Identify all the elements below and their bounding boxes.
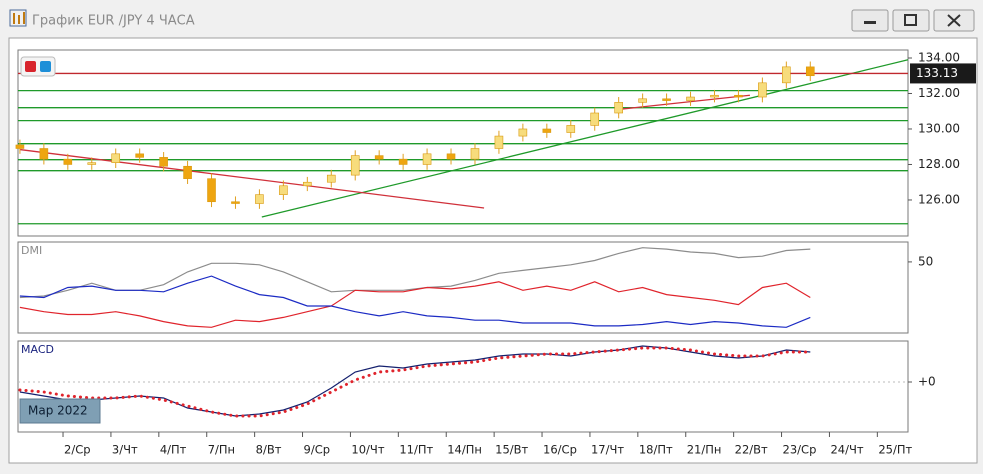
x-tick-label: 16/Ср bbox=[543, 443, 577, 457]
x-tick-label: 23/Ср bbox=[783, 443, 817, 457]
candle-body bbox=[494, 135, 504, 149]
candle-body bbox=[326, 174, 336, 183]
candle-body bbox=[159, 157, 168, 167]
trendline bbox=[19, 148, 485, 209]
y-tick-label: 128.00 bbox=[918, 157, 960, 171]
y-tick-label: 126.00 bbox=[918, 192, 960, 206]
candle-body bbox=[374, 155, 384, 160]
candle-body bbox=[303, 181, 312, 187]
candle-body bbox=[255, 194, 264, 204]
candle-body bbox=[183, 165, 192, 179]
candle-body bbox=[87, 162, 97, 165]
candle-body bbox=[350, 155, 360, 176]
x-tick-label: 25/Пт bbox=[878, 443, 912, 457]
window-title: График EUR /JPY 4 ЧАСА bbox=[32, 14, 195, 29]
candle-body bbox=[279, 185, 288, 195]
candle-body bbox=[111, 153, 121, 164]
price-tag-label: 133.13 bbox=[916, 66, 958, 80]
x-tick-label: 9/Ср bbox=[304, 443, 331, 457]
trendline bbox=[261, 59, 909, 218]
date-badge-label: Мар 2022 bbox=[28, 404, 88, 418]
dmi-panel bbox=[17, 241, 909, 334]
x-tick-label: 10/Чт bbox=[351, 443, 384, 457]
candle-body bbox=[758, 82, 767, 98]
candle-body bbox=[566, 125, 576, 133]
y-tick-label: 132.00 bbox=[918, 86, 960, 100]
candle-body bbox=[662, 98, 671, 101]
candle-body bbox=[39, 148, 49, 160]
date-badge bbox=[19, 398, 101, 424]
y-tick-label: 50 bbox=[918, 254, 933, 268]
x-tick-label: 3/Чт bbox=[112, 443, 138, 457]
plot-layer: 126.00 128.00 130.00 132.00 134.00 133.13 50 DM… bbox=[15, 50, 976, 457]
candle-body bbox=[207, 178, 216, 203]
candle-body bbox=[542, 128, 552, 133]
app-icon bbox=[9, 9, 27, 27]
minimize-button[interactable] bbox=[851, 9, 889, 32]
candle-body bbox=[734, 94, 743, 98]
candle-body bbox=[518, 128, 528, 137]
series-line bbox=[19, 281, 811, 328]
close-button[interactable] bbox=[933, 9, 975, 32]
candle-body bbox=[63, 158, 73, 165]
x-tick-label: 24/Чт bbox=[830, 443, 863, 457]
candle-body bbox=[470, 148, 480, 160]
candle-body bbox=[398, 158, 408, 165]
candle-body bbox=[422, 153, 432, 165]
x-tick-label: 21/Пн bbox=[687, 443, 722, 457]
candle-body bbox=[686, 96, 695, 101]
x-tick-label: 14/Пн bbox=[447, 443, 482, 457]
y-tick-label: +0 bbox=[918, 375, 936, 389]
candle-body bbox=[135, 153, 144, 158]
x-tick-label: 18/Пт bbox=[639, 443, 673, 457]
color-switch[interactable] bbox=[20, 56, 56, 77]
x-tick-label: 11/Пт bbox=[399, 443, 433, 457]
panel-title: MACD bbox=[21, 343, 54, 356]
candle-body bbox=[446, 153, 456, 160]
candle-body bbox=[614, 102, 623, 114]
candle-body bbox=[710, 94, 719, 98]
candle-body bbox=[805, 66, 815, 77]
x-tick-label: 22/Вт bbox=[735, 443, 768, 457]
candle-body bbox=[231, 201, 240, 204]
x-tick-label: 17/Чт bbox=[591, 443, 624, 457]
x-tick-label: 15/Вт bbox=[495, 443, 528, 457]
y-tick-label: 134.00 bbox=[918, 50, 960, 64]
price-panel bbox=[17, 49, 909, 237]
candle-body bbox=[15, 144, 25, 149]
panel-title: DMI bbox=[21, 244, 42, 257]
x-tick-label: 4/Пт bbox=[160, 443, 187, 457]
x-tick-label: 2/Ср bbox=[64, 443, 91, 457]
series-line bbox=[19, 247, 811, 299]
restore-button[interactable] bbox=[892, 9, 930, 32]
x-tick-label: 7/Пн bbox=[208, 443, 235, 457]
y-tick-label: 130.00 bbox=[918, 121, 960, 135]
candle-body bbox=[590, 112, 600, 126]
macd-panel bbox=[17, 340, 909, 433]
candle-body bbox=[638, 98, 647, 103]
candle-body bbox=[782, 66, 791, 84]
trendline bbox=[618, 94, 750, 111]
series-line bbox=[18, 346, 812, 418]
price-tag bbox=[910, 63, 976, 84]
chart-area bbox=[8, 37, 978, 464]
x-tick-label: 8/Вт bbox=[256, 443, 282, 457]
series-line bbox=[19, 275, 811, 328]
